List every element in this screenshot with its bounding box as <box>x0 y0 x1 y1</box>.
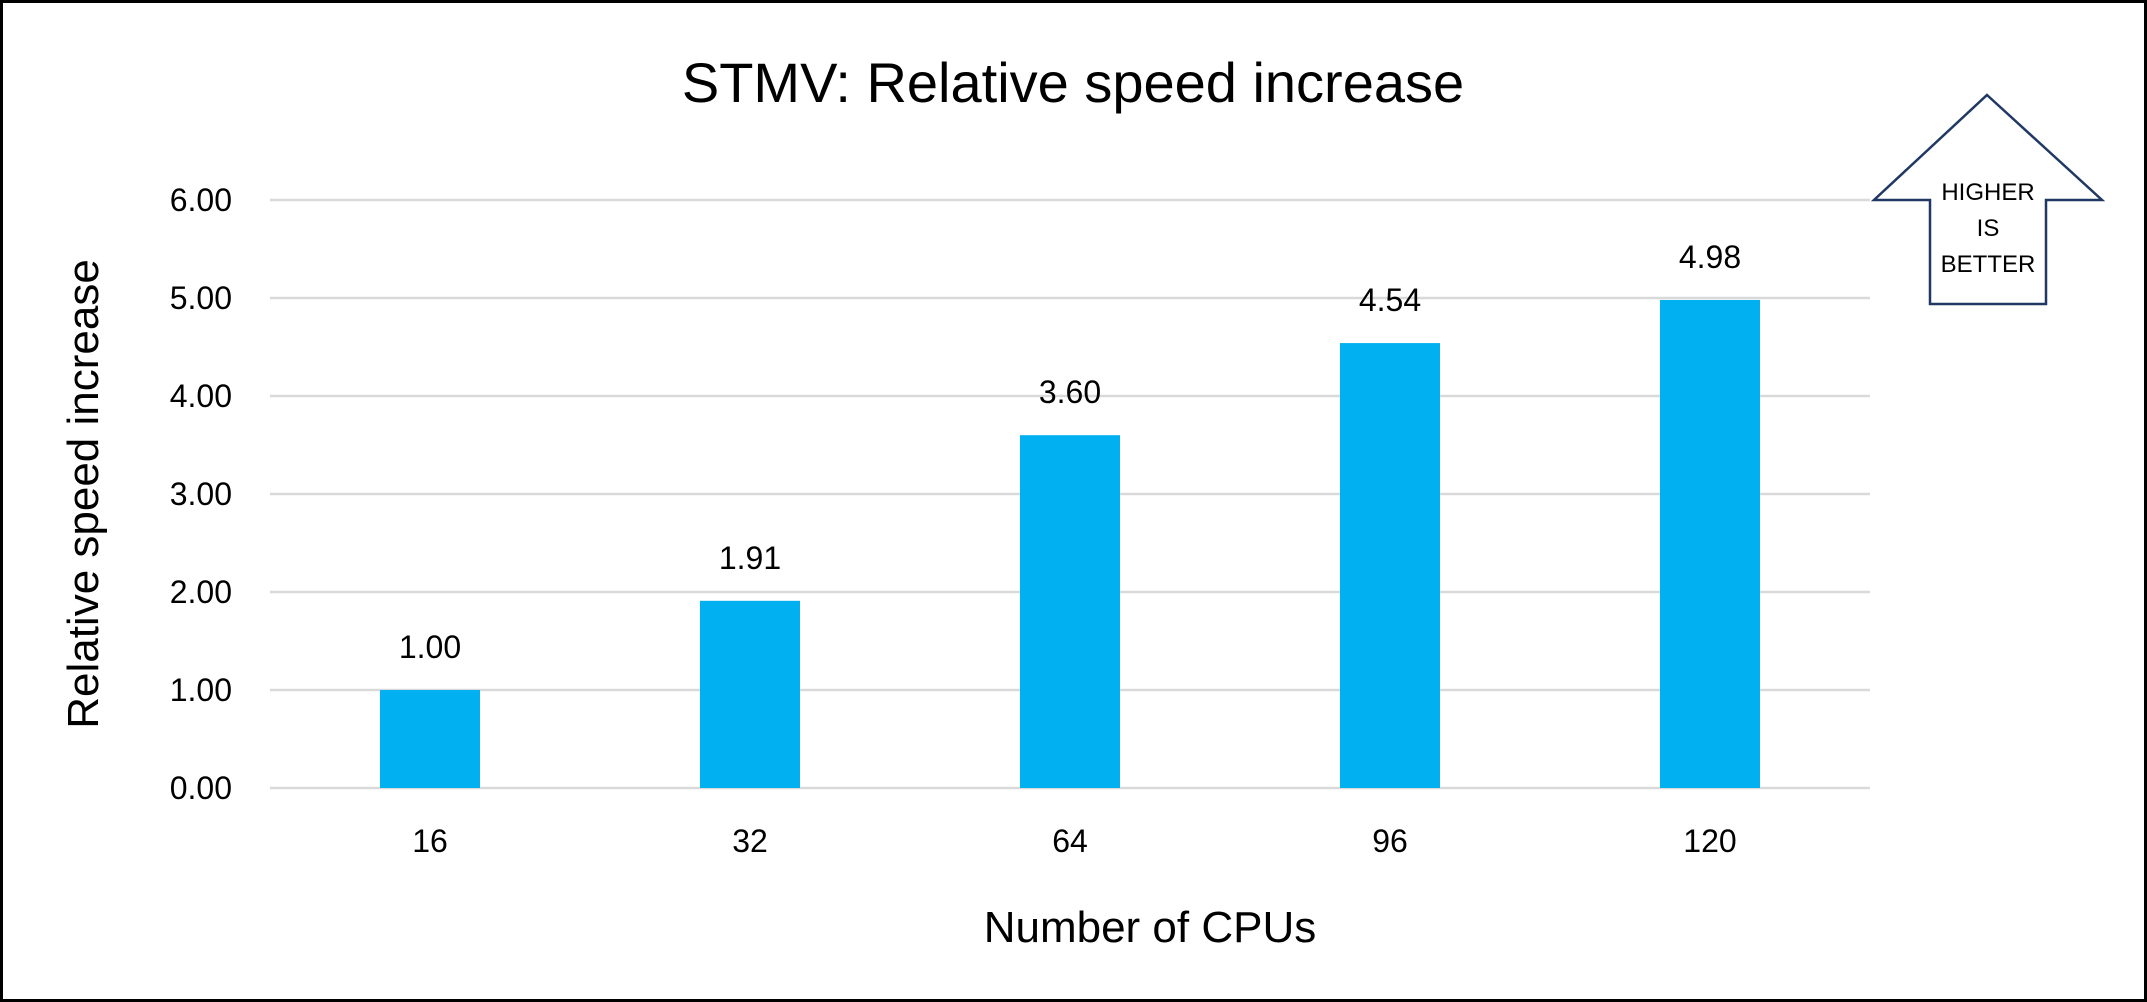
bars <box>380 299 1760 788</box>
data-label: 4.98 <box>1679 239 1741 275</box>
x-tick-label: 120 <box>1683 823 1736 859</box>
bar <box>1020 435 1120 788</box>
data-label: 1.91 <box>719 540 781 576</box>
y-tick-label: 1.00 <box>170 672 232 708</box>
bar <box>1660 299 1760 788</box>
up-arrow-icon <box>1870 93 2106 306</box>
badge-line-3: BETTER <box>1941 251 2036 278</box>
gridlines <box>270 198 1870 790</box>
y-axis-tick-labels: 0.00 1.00 2.00 3.00 4.00 5.00 6.00 <box>170 182 232 806</box>
badge-line-2: IS <box>1977 215 2000 242</box>
y-tick-label: 5.00 <box>170 280 232 316</box>
x-axis-label: Number of CPUs <box>984 903 1317 952</box>
x-tick-label: 16 <box>412 823 448 859</box>
data-label: 1.00 <box>399 629 461 665</box>
y-tick-label: 6.00 <box>170 182 232 218</box>
data-labels: 1.00 1.91 3.60 4.54 4.98 <box>399 239 1741 665</box>
data-label: 3.60 <box>1039 374 1101 410</box>
y-tick-label: 2.00 <box>170 574 232 610</box>
y-axis-label: Relative speed increase <box>59 259 108 729</box>
y-tick-label: 4.00 <box>170 378 232 414</box>
higher-is-better-badge: HIGHER IS BETTER <box>1870 93 2106 306</box>
x-tick-label: 64 <box>1052 823 1088 859</box>
x-axis-tick-labels: 16 32 64 96 120 <box>412 823 1736 859</box>
y-tick-label: 0.00 <box>170 770 232 806</box>
y-tick-label: 3.00 <box>170 476 232 512</box>
bar <box>1340 343 1440 788</box>
badge-line-1: HIGHER <box>1941 179 2034 206</box>
data-label: 4.54 <box>1359 282 1421 318</box>
bar <box>380 690 480 788</box>
chart-title: STMV: Relative speed increase <box>682 51 1464 114</box>
x-tick-label: 32 <box>732 823 768 859</box>
bar <box>700 600 800 788</box>
x-tick-label: 96 <box>1372 823 1408 859</box>
